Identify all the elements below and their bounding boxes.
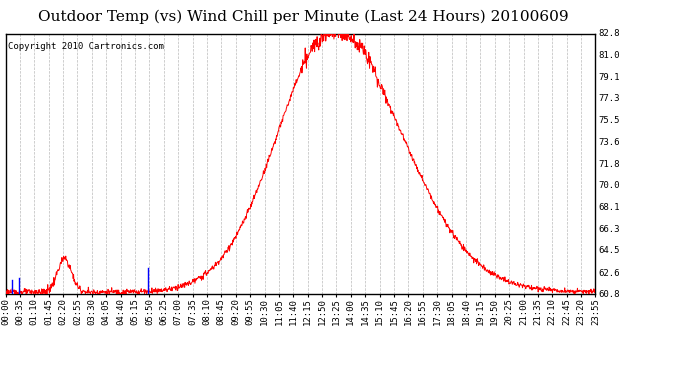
Text: Outdoor Temp (vs) Wind Chill per Minute (Last 24 Hours) 20100609: Outdoor Temp (vs) Wind Chill per Minute …: [38, 9, 569, 24]
Text: 81.0: 81.0: [598, 51, 620, 60]
Text: 62.6: 62.6: [598, 268, 620, 278]
Text: 75.5: 75.5: [598, 116, 620, 125]
Text: 71.8: 71.8: [598, 160, 620, 169]
Text: 68.1: 68.1: [598, 203, 620, 212]
Text: 60.8: 60.8: [598, 290, 620, 299]
Text: 73.6: 73.6: [598, 138, 620, 147]
Text: 70.0: 70.0: [598, 181, 620, 190]
Text: 82.8: 82.8: [598, 29, 620, 38]
Text: 77.3: 77.3: [598, 94, 620, 104]
Text: 79.1: 79.1: [598, 73, 620, 82]
Text: 66.3: 66.3: [598, 225, 620, 234]
Text: Copyright 2010 Cartronics.com: Copyright 2010 Cartronics.com: [8, 42, 164, 51]
Text: 64.5: 64.5: [598, 246, 620, 255]
